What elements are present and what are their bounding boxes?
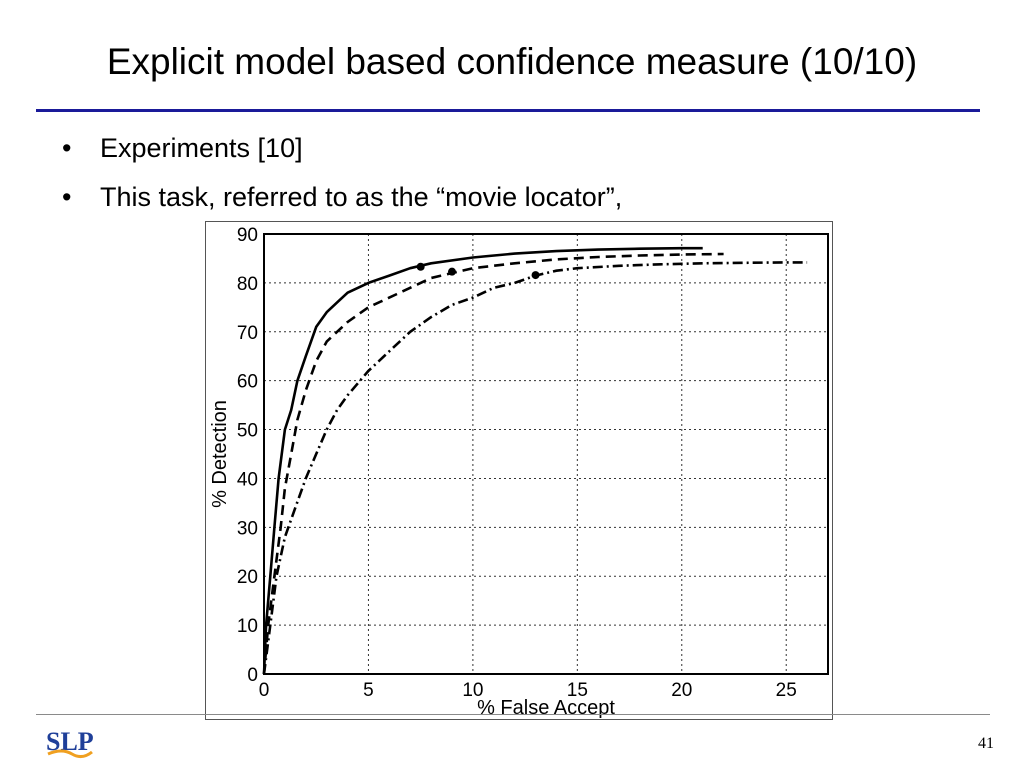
bullet-dot-icon: • bbox=[62, 182, 72, 212]
page-number: 41 bbox=[978, 735, 994, 752]
slide-title: Explicit model based confidence measure … bbox=[106, 41, 918, 82]
x-tick-label: 5 bbox=[363, 680, 374, 701]
series-line-3 bbox=[262, 261, 808, 675]
series-layer bbox=[262, 246, 808, 675]
y-tick-label: 0 bbox=[247, 665, 258, 686]
bullet-item: • This task, referred to as the “movie lo… bbox=[62, 181, 622, 213]
footer-divider bbox=[36, 714, 990, 715]
bullet-text: This task, referred to as the “movie loc… bbox=[100, 182, 623, 212]
x-tick-label: 25 bbox=[776, 680, 797, 701]
y-tick-label: 90 bbox=[237, 225, 258, 246]
x-tick-label: 15 bbox=[567, 680, 588, 701]
y-tick-label: 40 bbox=[237, 469, 258, 490]
bullet-text: Experiments [10] bbox=[100, 133, 303, 163]
y-tick-label: 60 bbox=[237, 372, 258, 393]
series-line-2 bbox=[262, 252, 724, 675]
x-tick-label: 0 bbox=[259, 680, 270, 701]
y-axis-label: % Detection bbox=[209, 400, 231, 508]
chart-container: 0 5 10 15 20 25 0 10 20 30 40 50 60 70 80 90 % False Ac… bbox=[205, 221, 833, 720]
y-tick-label: 30 bbox=[237, 518, 258, 539]
plot-frame bbox=[263, 233, 829, 675]
bullet-list: • Experiments [10] • This task, referred t… bbox=[62, 132, 622, 230]
y-tick-label: 80 bbox=[237, 274, 258, 295]
x-tick-label: 10 bbox=[462, 680, 483, 701]
y-tick-label: 20 bbox=[237, 567, 258, 588]
tick-label-layer: 0 5 10 15 20 25 0 10 20 30 40 50 60 70 80 90 bbox=[237, 225, 797, 701]
y-tick-label: 70 bbox=[237, 323, 258, 344]
bullet-dot-icon: • bbox=[62, 133, 72, 163]
y-tick-label: 50 bbox=[237, 421, 258, 442]
title-divider bbox=[36, 109, 980, 112]
grid-layer bbox=[264, 234, 828, 674]
x-tick-label: 20 bbox=[671, 680, 692, 701]
bullet-item: • Experiments [10] bbox=[62, 132, 622, 164]
series-line-1 bbox=[262, 246, 703, 675]
detection-vs-false-accept-chart: 0 5 10 15 20 25 0 10 20 30 40 50 60 70 80 90 % False Ac… bbox=[209, 225, 829, 719]
series-marker-2 bbox=[448, 267, 456, 276]
y-tick-label: 10 bbox=[237, 616, 258, 637]
series-marker-3 bbox=[531, 271, 540, 280]
series-marker-1 bbox=[416, 262, 425, 271]
slp-logo-icon: SLP bbox=[46, 727, 94, 759]
x-axis-label: % False Accept bbox=[477, 697, 615, 719]
